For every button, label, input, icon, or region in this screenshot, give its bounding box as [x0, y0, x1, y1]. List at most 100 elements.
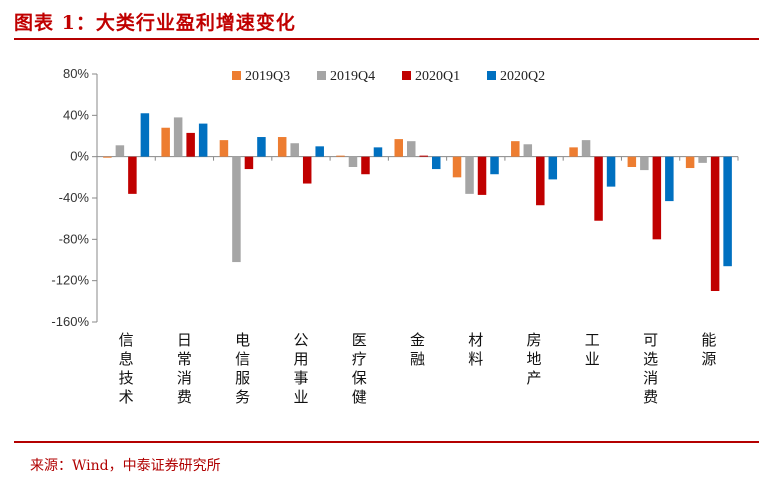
- x-category-char: 事: [293, 369, 308, 387]
- bar-2020Q2-医疗保健: [373, 147, 383, 157]
- x-category-char: 技: [119, 369, 134, 387]
- x-category-char: 料: [468, 350, 483, 368]
- x-category-char: 业: [293, 388, 308, 406]
- bar-2019Q4-材料: [465, 156, 474, 194]
- bar-2019Q4-金融: [407, 141, 416, 157]
- x-category-char: 地: [527, 350, 542, 368]
- x-category-char: 保: [352, 369, 367, 387]
- x-category-char: 选: [643, 350, 658, 368]
- bar-2020Q1-公用事业: [302, 156, 312, 184]
- bar-2020Q2-公用事业: [315, 146, 324, 157]
- y-tick-label: -40%: [59, 190, 90, 205]
- chart-title: 图表 1：大类行业盈利增速变化: [14, 12, 296, 34]
- bar-2020Q2-金融: [432, 156, 441, 170]
- bar-2019Q3-金融: [394, 139, 403, 157]
- y-tick-label: -80%: [59, 231, 90, 246]
- x-category-char: 消: [177, 369, 192, 387]
- x-category-char: 材: [468, 331, 483, 349]
- bar-2020Q1-能源: [710, 156, 720, 291]
- bar-2020Q1-日常消费: [186, 132, 195, 157]
- bar-2020Q1-可选消费: [652, 156, 662, 240]
- legend-swatch-2019Q3: [232, 71, 241, 80]
- labels-layer: 80%40%0%-40%-80%-120%-160%信息技术日常消费电信服务公用…: [51, 66, 716, 406]
- source-note: 来源：Wind，中泰证券研究所: [30, 458, 221, 474]
- bar-2020Q2-工业: [606, 156, 616, 187]
- bar-2020Q2-房地产: [548, 156, 558, 180]
- bar-2019Q3-医疗保健: [336, 155, 345, 157]
- x-category-char: 消: [643, 369, 658, 387]
- x-category-char: 费: [643, 388, 658, 406]
- bar-2019Q3-能源: [685, 156, 695, 169]
- x-category-char: 疗: [352, 350, 367, 368]
- legend-swatch-2020Q1: [402, 71, 411, 80]
- x-category-char: 费: [177, 388, 192, 406]
- bar-2019Q4-公用事业: [290, 143, 299, 157]
- x-category-char: 金: [410, 331, 425, 349]
- y-tick-label: -120%: [51, 273, 89, 288]
- x-category-char: 常: [177, 350, 192, 368]
- bar-2020Q1-信息技术: [128, 156, 137, 194]
- legend: 2019Q3 2019Q4 2020Q1 2020Q2: [232, 69, 545, 84]
- x-category-char: 源: [701, 350, 716, 368]
- x-category-char: 用: [293, 350, 308, 368]
- legend-label-2020Q1: 2020Q1: [415, 69, 460, 84]
- bar-2019Q4-电信服务: [232, 156, 241, 263]
- legend-swatch-2019Q4: [317, 71, 326, 80]
- bar-2019Q4-房地产: [523, 144, 533, 157]
- bar-2020Q2-信息技术: [140, 113, 150, 157]
- x-category-char: 务: [235, 388, 250, 406]
- bar-2020Q1-电信服务: [244, 156, 254, 170]
- bar-2019Q4-可选消费: [640, 156, 649, 171]
- y-tick-label: 0%: [70, 149, 89, 164]
- legend-label-2020Q2: 2020Q2: [500, 69, 545, 84]
- bar-2019Q3-材料: [452, 156, 462, 178]
- x-category-char: 术: [119, 388, 134, 406]
- y-tick-label: -160%: [51, 314, 89, 329]
- bar-2019Q4-工业: [581, 140, 591, 157]
- x-category-label: 能源: [701, 331, 716, 368]
- bar-2019Q3-可选消费: [627, 156, 637, 167]
- bar-2019Q3-房地产: [511, 141, 520, 157]
- x-category-char: 医: [352, 331, 367, 349]
- x-category-char: 公: [293, 331, 308, 349]
- title-divider: [14, 38, 759, 40]
- bar-2020Q2-日常消费: [198, 123, 208, 157]
- bar-2019Q4-信息技术: [115, 145, 125, 157]
- axes-layer: [92, 73, 739, 323]
- x-category-label: 房地产: [527, 331, 542, 387]
- bar-2019Q3-日常消费: [161, 127, 170, 157]
- bars-layer: [103, 113, 732, 291]
- bar-2020Q1-医疗保健: [361, 156, 370, 175]
- bar-2019Q3-信息技术: [103, 156, 112, 158]
- x-category-char: 可: [643, 331, 658, 349]
- bar-2019Q3-公用事业: [277, 137, 287, 157]
- bar-2020Q1-工业: [594, 156, 603, 221]
- bar-2019Q4-能源: [698, 156, 707, 163]
- x-category-char: 服: [235, 369, 250, 387]
- x-category-char: 能: [701, 331, 716, 349]
- bar-2019Q3-工业: [569, 147, 578, 157]
- bar-2019Q3-电信服务: [219, 140, 229, 157]
- bar-2020Q2-材料: [490, 156, 499, 175]
- bar-2020Q2-可选消费: [665, 156, 674, 202]
- bar-2020Q1-房地产: [536, 156, 545, 206]
- x-category-char: 工: [585, 331, 600, 349]
- x-category-char: 产: [527, 369, 542, 387]
- x-category-label: 工业: [585, 331, 600, 368]
- x-category-char: 融: [410, 350, 425, 368]
- footer-divider: [14, 441, 759, 443]
- x-category-char: 业: [585, 350, 600, 368]
- bar-2020Q1-材料: [477, 156, 487, 195]
- bar-chart: 80%40%0%-40%-80%-120%-160%信息技术日常消费电信服务公用…: [51, 66, 739, 406]
- x-category-char: 房: [527, 331, 542, 349]
- x-category-char: 日: [177, 331, 192, 349]
- bar-2020Q2-能源: [723, 156, 732, 267]
- x-category-char: 信: [235, 350, 250, 368]
- bar-2020Q1-金融: [419, 155, 428, 157]
